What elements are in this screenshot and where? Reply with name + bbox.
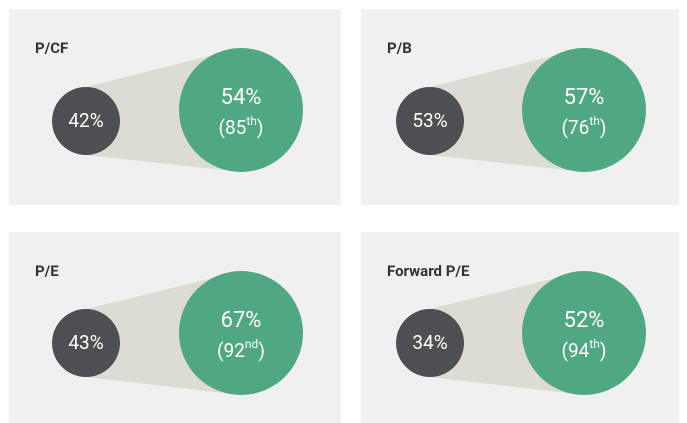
small-circle xyxy=(52,87,120,155)
rank-ordinal: th xyxy=(589,337,600,351)
panel-title: P/B xyxy=(387,39,412,57)
panel: P/B 53% 57% (76th) xyxy=(361,9,679,205)
small-value: 53% xyxy=(412,109,447,132)
rank-close: ) xyxy=(600,116,607,139)
rank-close: ) xyxy=(600,339,607,362)
small-value: 43% xyxy=(68,331,103,354)
big-value: 54% xyxy=(221,85,262,110)
rank: (92nd) xyxy=(217,337,265,362)
big-circle xyxy=(179,271,303,395)
panel-title: P/CF xyxy=(35,39,68,57)
big-value: 57% xyxy=(564,85,605,110)
rank-number: (94 xyxy=(561,339,589,362)
big-value: 52% xyxy=(564,308,605,333)
rank-close: ) xyxy=(257,116,264,139)
rank-number: (76 xyxy=(561,116,589,139)
small-circle xyxy=(396,87,464,155)
small-circle xyxy=(396,309,464,377)
rank-number: (85 xyxy=(218,116,246,139)
panel: P/CF 42% 54% (85th) xyxy=(9,9,341,205)
rank-ordinal: th xyxy=(246,114,257,128)
rank: (85th) xyxy=(218,114,263,139)
panel: Forward P/E 34% 52% (94th) xyxy=(361,232,679,423)
small-circle xyxy=(52,309,120,377)
rank-ordinal: th xyxy=(589,114,600,128)
panel-title: P/E xyxy=(35,262,59,280)
big-value: 67% xyxy=(221,308,262,333)
big-circle xyxy=(522,48,646,172)
rank-close: ) xyxy=(258,339,265,362)
rank-number: (92 xyxy=(217,339,245,362)
small-value: 34% xyxy=(412,331,447,354)
panel: P/E 43% 67% (92nd) xyxy=(9,232,341,423)
rank: (94th) xyxy=(561,337,606,362)
small-value: 42% xyxy=(68,109,103,132)
rank-ordinal: nd xyxy=(245,337,258,351)
big-circle xyxy=(179,48,303,172)
rank: (76th) xyxy=(561,114,606,139)
panel-title: Forward P/E xyxy=(387,262,470,280)
big-circle xyxy=(522,271,646,395)
